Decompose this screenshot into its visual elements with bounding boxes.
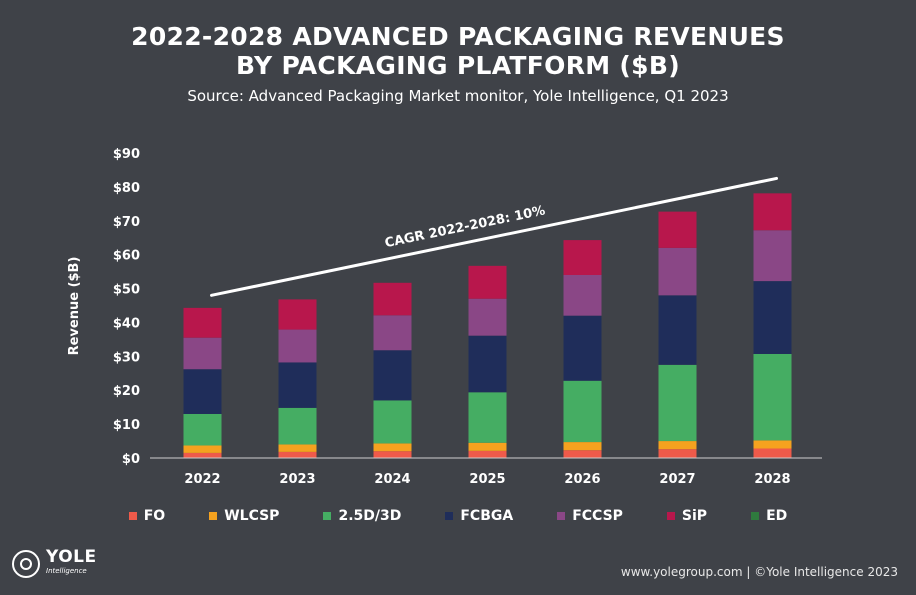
bar-segment-wlcsp bbox=[183, 445, 222, 453]
bar-segment-wlcsp bbox=[468, 442, 507, 451]
bar-segment-fccsp bbox=[658, 247, 697, 296]
legend-swatch bbox=[128, 512, 137, 520]
legend-item: WLCSP bbox=[209, 508, 279, 524]
legend-swatch bbox=[751, 512, 760, 520]
chart-title-line-1: 2022-2028 ADVANCED PACKAGING REVENUES bbox=[131, 22, 785, 51]
bar-segment-fcbga bbox=[183, 369, 222, 414]
bar-segment-25d3d bbox=[373, 400, 412, 444]
bar-segment-25d3d bbox=[658, 364, 697, 442]
y-tick-label: $40 bbox=[113, 316, 140, 331]
bar-segment-sip bbox=[278, 299, 317, 330]
legend-item: FO bbox=[128, 508, 166, 524]
y-tick-label: $90 bbox=[113, 147, 140, 162]
bar-segment-fcbga bbox=[753, 281, 792, 354]
bar-segment-fcbga bbox=[373, 350, 412, 401]
y-tick-label: $80 bbox=[113, 181, 140, 196]
legend-label: WLCSP bbox=[224, 508, 280, 524]
bar-segment-fccsp bbox=[278, 329, 317, 363]
bar-segment-fccsp bbox=[753, 230, 792, 282]
legend-label: FO bbox=[143, 508, 166, 524]
y-tick-label: $30 bbox=[113, 350, 140, 365]
x-tick-label: 2024 bbox=[374, 472, 410, 487]
logo-brand: YOLE bbox=[46, 547, 97, 567]
x-tick-label: 2025 bbox=[469, 472, 505, 487]
legend-label: ED bbox=[766, 508, 788, 524]
logo-brand-sub: Intelligence bbox=[46, 567, 87, 575]
bar-segment-25d3d bbox=[183, 413, 222, 446]
bar-segment-sip bbox=[658, 211, 697, 248]
bar-segment-fo bbox=[563, 450, 602, 458]
bar-segment-fccsp bbox=[563, 275, 602, 316]
x-tick-label: 2026 bbox=[564, 472, 600, 487]
cagr-trend-line bbox=[210, 176, 778, 297]
chart-subtitle: Source: Advanced Packaging Market monito… bbox=[187, 87, 729, 105]
x-tick-label: 2027 bbox=[659, 472, 695, 487]
bar-segment-wlcsp bbox=[373, 443, 412, 452]
x-tick-label: 2028 bbox=[754, 472, 790, 487]
legend-item: FCCSP bbox=[557, 508, 623, 524]
bar-segment-fcbga bbox=[468, 335, 507, 393]
y-axis-label: Revenue ($B) bbox=[67, 257, 82, 356]
bar-segment-wlcsp bbox=[278, 444, 317, 452]
bar-segment-fo bbox=[658, 449, 697, 458]
bar-segment-fcbga bbox=[658, 295, 697, 365]
x-axis: 2022 2023 2024 2025 2026 2027 2028 bbox=[150, 457, 822, 487]
y-tick-label: $10 bbox=[113, 418, 140, 433]
y-axis: $0 $10 $20 $30 $40 $50 $60 $70 $80 $90 Revenue ($B… bbox=[67, 147, 140, 467]
stacked-bar-chart: $0 $10 $20 $30 $40 $50 $60 $70 $80 $90 Revenue ($B… bbox=[67, 147, 822, 487]
bar-segment-fccsp bbox=[373, 315, 412, 351]
bar-segment-wlcsp bbox=[658, 441, 697, 450]
legend-label: FCBGA bbox=[460, 508, 514, 524]
bar-segment-25d3d bbox=[468, 392, 507, 443]
bar-segment-fo bbox=[278, 451, 317, 458]
legend-swatch bbox=[557, 512, 566, 520]
bars bbox=[183, 193, 792, 458]
chart-title-line-2: BY PACKAGING PLATFORM ($B) bbox=[236, 51, 680, 80]
y-tick-label: $50 bbox=[113, 283, 140, 298]
bar-segment-25d3d bbox=[563, 380, 602, 443]
bar-segment-sip bbox=[563, 240, 602, 275]
bar-segment-wlcsp bbox=[753, 440, 792, 449]
bar-segment-sip bbox=[753, 193, 792, 231]
yole-logo: YOLE Intelligence bbox=[12, 547, 97, 578]
legend-swatch bbox=[323, 512, 332, 520]
legend-swatch bbox=[445, 512, 454, 520]
y-tick-label: $20 bbox=[113, 384, 140, 399]
bar-segment-sip bbox=[183, 307, 222, 338]
yole-logo-icon bbox=[12, 550, 40, 578]
bar-segment-fo bbox=[373, 451, 412, 458]
bar-segment-fccsp bbox=[183, 337, 222, 370]
x-tick-label: 2022 bbox=[184, 472, 220, 487]
legend-item: SiP bbox=[666, 508, 708, 524]
legend-label: 2.5D/3D bbox=[338, 508, 402, 524]
bar-segment-25d3d bbox=[753, 353, 792, 441]
legend-label: FCCSP bbox=[572, 508, 623, 524]
y-tick-label: $70 bbox=[113, 215, 140, 230]
legend: FO WLCSP 2.5D/3D FCBGA FCCSP SiP ED bbox=[0, 505, 916, 527]
legend-item: 2.5D/3D bbox=[323, 508, 401, 524]
legend-swatch bbox=[666, 512, 675, 520]
legend-item: FCBGA bbox=[445, 508, 513, 524]
legend-swatch bbox=[209, 512, 218, 520]
bar-segment-fo bbox=[753, 448, 792, 458]
bar-segment-fo bbox=[183, 452, 222, 458]
x-tick-label: 2023 bbox=[279, 472, 315, 487]
bar-segment-fcbga bbox=[278, 362, 317, 408]
bar-segment-wlcsp bbox=[563, 442, 602, 451]
legend-item: ED bbox=[751, 508, 787, 524]
bar-segment-fccsp bbox=[468, 298, 507, 336]
bar-segment-25d3d bbox=[278, 407, 317, 445]
legend-label: SiP bbox=[681, 508, 708, 524]
footer-credit: www.yolegroup.com | ©Yole Intelligence 2… bbox=[620, 565, 898, 579]
chart-title: 2022-2028 ADVANCED PACKAGING REVENUES BY… bbox=[0, 22, 916, 80]
bar-segment-sip bbox=[468, 265, 507, 299]
y-tick-label: $0 bbox=[122, 452, 140, 467]
bar-segment-sip bbox=[373, 282, 412, 316]
bar-segment-fo bbox=[468, 450, 507, 458]
y-tick-label: $60 bbox=[113, 249, 140, 264]
bar-segment-fcbga bbox=[563, 315, 602, 381]
